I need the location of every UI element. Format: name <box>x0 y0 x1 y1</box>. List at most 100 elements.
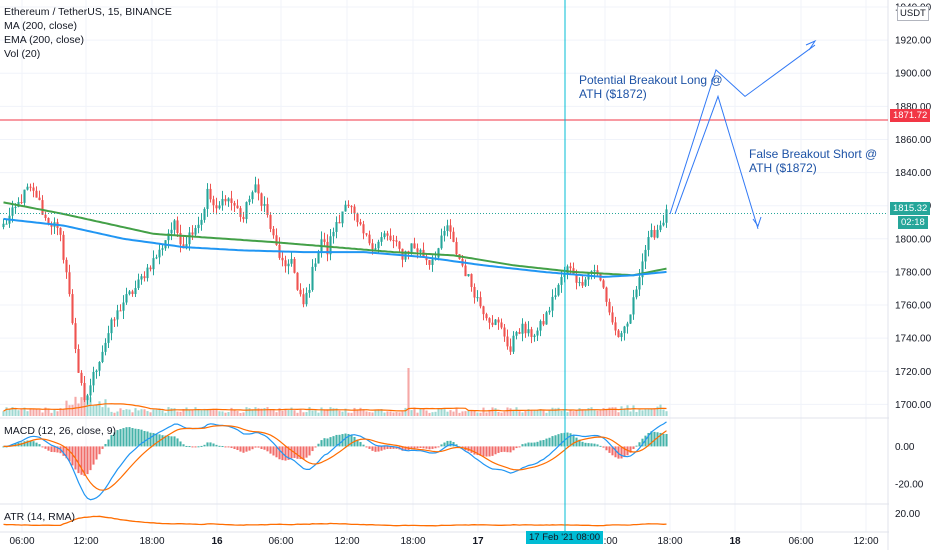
volume-bar <box>569 409 572 416</box>
volume-bar <box>32 409 35 416</box>
volume-bar <box>602 408 605 416</box>
candle-body <box>371 243 374 249</box>
time-tick-label: 12:00 <box>853 536 878 547</box>
candle-body <box>113 319 116 321</box>
candle-body <box>536 330 539 336</box>
volume-bar <box>329 407 332 416</box>
volume-bar <box>524 410 527 416</box>
macd-histogram-bar <box>416 446 419 449</box>
candle-body <box>257 184 260 194</box>
candle-body <box>137 279 140 289</box>
indicator-vol[interactable]: Vol (20) <box>4 48 41 60</box>
candle-body <box>479 297 482 307</box>
candle-body <box>398 241 401 249</box>
time-tick-label: 12:00 <box>592 536 617 547</box>
volume-bar <box>47 408 50 416</box>
macd-histogram-bar <box>137 429 140 447</box>
candle-body <box>299 289 302 295</box>
volume-bar <box>131 412 134 416</box>
volume-bar <box>596 410 599 416</box>
macd-histogram-bar <box>179 441 182 447</box>
volume-bar <box>254 407 257 416</box>
candle-body <box>281 257 284 261</box>
price-tick-label: 1860.00 <box>895 135 932 146</box>
volume-bar <box>167 407 170 416</box>
macd-histogram-bar <box>608 446 611 453</box>
candle-body <box>272 228 275 236</box>
candle-body <box>287 263 290 267</box>
volume-bar <box>461 411 464 416</box>
candle-body <box>365 233 368 235</box>
candle-body <box>665 209 668 223</box>
long-arrowhead <box>805 39 817 51</box>
volume-bar <box>320 407 323 416</box>
macd-histogram-bar <box>653 431 656 447</box>
drawings[interactable] <box>0 0 888 532</box>
macd-histogram-bar <box>431 446 434 449</box>
currency-badge[interactable]: USDT <box>897 6 929 21</box>
candle-body <box>545 312 548 325</box>
macd-histogram-bar <box>203 444 206 447</box>
volume-bar <box>143 409 146 416</box>
macd-histogram-bar <box>482 446 485 457</box>
candle-body <box>602 280 605 288</box>
macd-histogram-bar <box>77 446 80 474</box>
candle-body <box>635 289 638 298</box>
atr-label[interactable]: ATR (14, RMA) <box>4 511 75 523</box>
volume-bar <box>650 408 653 416</box>
candle-body <box>296 272 299 290</box>
volume-bar <box>464 411 467 416</box>
time-tick-label: 17 <box>472 536 484 547</box>
macd-histogram-bar <box>164 435 167 447</box>
macd-histogram-bar <box>392 446 395 449</box>
macd-histogram-bar <box>230 446 233 448</box>
volume-bar <box>191 410 194 416</box>
macd-histogram-bar <box>95 446 98 460</box>
annotation-long[interactable]: Potential Breakout Long @ ATH ($1872) <box>579 73 723 101</box>
volume-bar <box>527 409 530 416</box>
indicator-ema[interactable]: EMA (200, close) <box>4 34 84 46</box>
macd-histogram-bar <box>299 446 302 460</box>
volume-bar <box>653 408 656 416</box>
candle-body <box>65 259 68 273</box>
candle-body <box>656 229 659 238</box>
volume-bar <box>581 410 584 416</box>
macd-histogram-bar <box>581 441 584 447</box>
volume-bar <box>575 410 578 416</box>
volume-bar <box>53 409 56 416</box>
macd-histogram-bar <box>134 428 137 447</box>
macd-histogram-bar <box>308 446 311 456</box>
volume-bar <box>314 410 317 416</box>
macd-histogram-bar <box>44 446 47 449</box>
macd-histogram-bar <box>662 433 665 447</box>
candle-body <box>11 207 14 216</box>
volume-bar <box>419 408 422 416</box>
candle-body <box>392 240 395 242</box>
candle-body <box>173 220 176 230</box>
macd-histogram-bar <box>257 446 260 448</box>
short-arrowhead <box>752 216 762 228</box>
price-tick-label: 1760.00 <box>895 301 932 312</box>
volume-bar <box>623 408 626 416</box>
indicator-ma[interactable]: MA (200, close) <box>4 20 77 32</box>
macd-pane <box>2 421 668 501</box>
macd-histogram-bar <box>518 446 521 448</box>
volume-bar <box>533 410 536 416</box>
candle-body <box>14 206 17 208</box>
volume-bar <box>212 408 215 416</box>
volume-bar <box>515 407 518 416</box>
candle-body <box>209 188 212 200</box>
volume-bar <box>551 407 554 416</box>
candle-body <box>389 235 392 241</box>
volume-ma-line <box>3 403 667 412</box>
candle-body <box>428 260 431 265</box>
macd-histogram-bar <box>665 434 668 447</box>
volume-bar <box>287 410 290 416</box>
macd-histogram-bar <box>332 436 335 447</box>
candle-body <box>530 329 533 337</box>
annotation-short[interactable]: False Breakout Short @ ATH ($1872) <box>749 147 878 175</box>
macd-label[interactable]: MACD (12, 26, close, 9) <box>4 425 117 437</box>
macd-tick-label: -20.00 <box>895 480 924 491</box>
volume-bar <box>560 410 563 416</box>
